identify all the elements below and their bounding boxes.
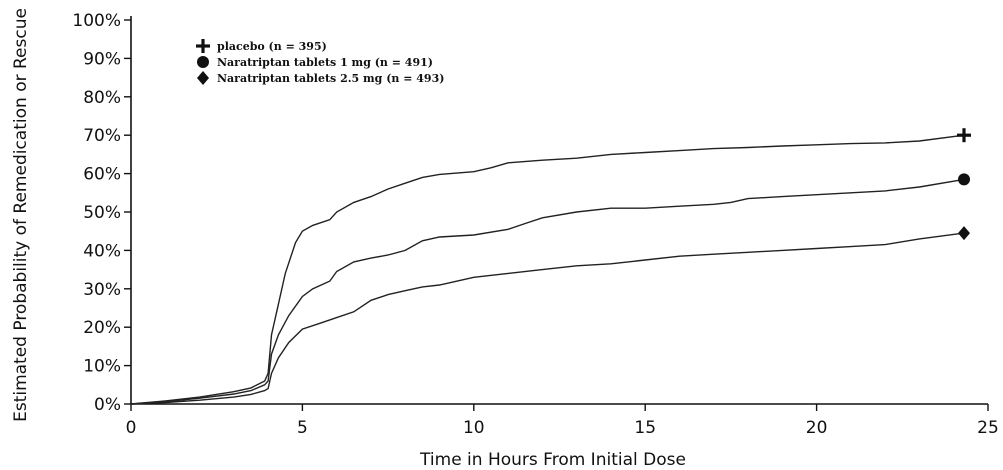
y-tick-label: 40% xyxy=(83,241,121,261)
legend-marker-circle xyxy=(197,56,209,68)
series-group xyxy=(130,134,965,405)
x-tick-label: 15 xyxy=(634,418,656,438)
y-tick-label: 20% xyxy=(83,318,121,338)
series-end-marker-circle xyxy=(958,173,971,186)
end-markers xyxy=(957,128,972,241)
legend: placebo (n = 395) Naratriptan tablets 1 m… xyxy=(196,39,444,85)
series-line-3 xyxy=(130,232,965,405)
y-tick-label: 50% xyxy=(83,203,121,223)
series-line-1 xyxy=(130,134,965,405)
x-tick-label: 20 xyxy=(806,418,828,438)
y-tick-label: 30% xyxy=(83,280,121,300)
legend-marker-diamond xyxy=(197,71,209,85)
y-tick-label: 10% xyxy=(83,357,121,377)
y-tick-label: 100% xyxy=(72,11,121,31)
x-tick-label: 0 xyxy=(126,418,137,438)
x-tick-label: 25 xyxy=(977,418,999,438)
y-tick-label: 60% xyxy=(83,165,121,185)
series-line-2 xyxy=(130,178,965,405)
x-tick-label: 5 xyxy=(297,418,308,438)
legend-label: Naratriptan tablets 1 mg (n = 491) xyxy=(217,56,433,69)
legend-label: placebo (n = 395) xyxy=(217,40,327,53)
y-tick-label: 70% xyxy=(83,126,121,146)
axes: 0% 10% 20% 30% 40% 50% 60% 70% 80% 90% 100% 0 5 10 15 2… xyxy=(72,11,998,438)
y-tick-label: 80% xyxy=(83,88,121,108)
series-end-marker-diamond xyxy=(958,226,971,241)
x-axis-title: Time in Hours From Initial Dose xyxy=(419,450,686,470)
x-tick-label: 10 xyxy=(463,418,485,438)
legend-marker-plus xyxy=(196,39,210,53)
legend-label: Naratriptan tablets 2.5 mg (n = 493) xyxy=(217,72,444,85)
series-end-marker-plus xyxy=(957,128,972,143)
y-tick-label: 0% xyxy=(94,395,121,415)
y-tick-label: 90% xyxy=(83,49,121,69)
y-axis-title: Estimated Probability of Remedication or… xyxy=(11,8,31,422)
